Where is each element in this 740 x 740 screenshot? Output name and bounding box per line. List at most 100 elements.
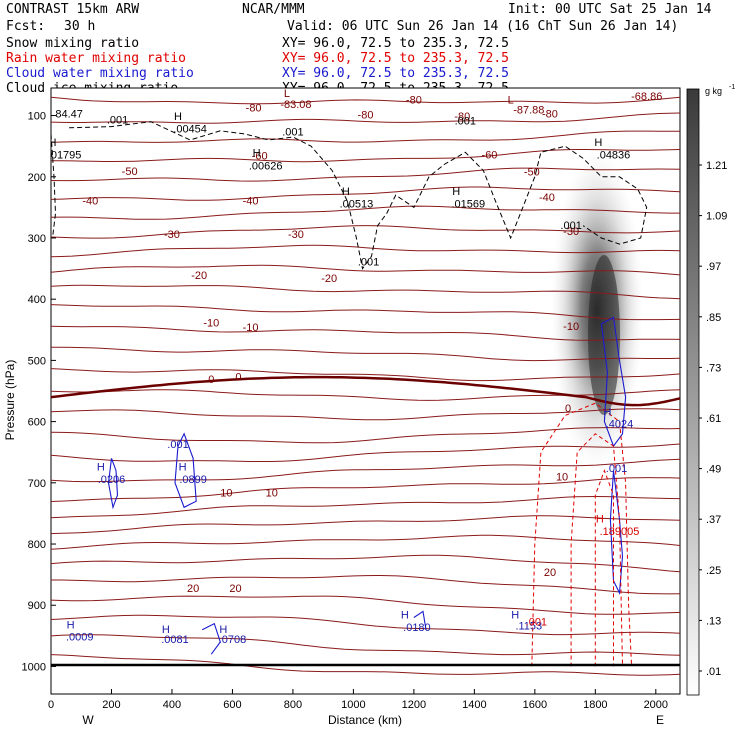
extremum-label: .001 xyxy=(455,116,476,128)
x-tick-label: 1400 xyxy=(462,699,486,711)
field-legend: Snow mixing ratio XY= 96.0, 72.5 to 235.3… xyxy=(6,36,509,96)
isotherm-label: L xyxy=(284,88,290,100)
extremum-label: .0180 xyxy=(403,622,431,634)
isotherm-label: -68.86 xyxy=(631,91,662,103)
colorbar-label: .73 xyxy=(706,362,721,374)
plot-area: L-83.08-80-80-80 L-87.88-80-68.86-80-60 -6… xyxy=(3,87,681,727)
isotherm-line xyxy=(51,304,680,321)
west-label: W xyxy=(82,713,94,727)
extremum-label: .001 xyxy=(358,257,379,269)
isotherm-line xyxy=(51,264,680,276)
isotherm-line xyxy=(51,614,680,636)
x-axis: 0 200 400 600 800 1000 1200 1400 1600 1800 2000 xyxy=(48,689,668,711)
extremum-label: H xyxy=(596,514,604,526)
extremum-label: H xyxy=(174,111,182,123)
extremum-label: .0708 xyxy=(219,634,247,646)
extremum-label: .4024 xyxy=(606,419,634,431)
extremum-label: .04836 xyxy=(597,149,631,161)
colorbar-label: .61 xyxy=(706,413,721,425)
extremum-label: .00454 xyxy=(173,124,207,136)
isotherm-label: -80 xyxy=(406,94,422,106)
isotherm-label: 10 xyxy=(266,487,278,499)
extremum-label: H xyxy=(401,610,409,622)
isotherm-line xyxy=(51,244,680,258)
extremum-label: 84.47 xyxy=(55,108,83,120)
snow-shading-core xyxy=(588,255,620,415)
colorbar-unit: g kg xyxy=(705,86,722,96)
colorbar-labels: 1.21 1.09 .97 .85 .73 .61 .49 .37 .25 .13 .01 xyxy=(699,160,727,678)
cloud-water-contours xyxy=(107,316,627,655)
cloud-ice-contour xyxy=(51,133,57,239)
y-tick-label: 900 xyxy=(28,600,46,612)
colorbar: g kg -1 1.21 1.09 .97 .85 .73 .61 .49 .37 .25 .13… xyxy=(686,84,735,696)
isotherm-line xyxy=(51,654,680,676)
isotherm-label: -10 xyxy=(563,321,579,333)
y-axis: 100 200 300 400 500 600 700 800 900 1000 xyxy=(22,111,56,673)
colorbar-label: .85 xyxy=(706,312,721,324)
y-tick-label: 700 xyxy=(28,478,46,490)
x-tick-label: 0 xyxy=(48,699,54,711)
isotherm-line xyxy=(51,458,680,483)
y-tick-label: 300 xyxy=(28,233,46,245)
colorbar-label: 1.09 xyxy=(706,211,727,223)
isotherm-zero xyxy=(51,375,680,407)
x-axis-label: Distance (km) xyxy=(328,713,402,727)
extremum-label: H xyxy=(253,148,261,160)
colorbar-label: .01 xyxy=(706,666,721,678)
colorbar-label: .13 xyxy=(706,615,721,627)
cloud-ice-contour xyxy=(69,121,648,270)
isotherm-label: -50 xyxy=(122,166,138,178)
contour-labels: L-83.08-80-80-80 L-87.88-80-68.86-80-60 -6… xyxy=(51,88,662,646)
isotherm-line xyxy=(51,495,680,519)
y-tick-label: 600 xyxy=(28,417,46,429)
isotherm-label: -30 xyxy=(288,229,304,241)
isotherm-line xyxy=(51,112,680,124)
extremum-label: H xyxy=(179,462,187,474)
isotherm-line xyxy=(51,574,680,595)
isotherm-label: -83.08 xyxy=(280,99,311,111)
isotherm-label: -40 xyxy=(243,195,259,207)
isotherm-label: -40 xyxy=(539,192,555,204)
isotherm-label: -80 xyxy=(542,108,558,120)
valid-time: Valid: 06 UTC Sun 26 Jan 14 (16 ChT Sun … xyxy=(287,19,678,34)
isotherm-label: -50 xyxy=(524,167,540,179)
isotherm-label: 0 xyxy=(565,403,571,415)
model-title: CONTRAST 15km ARW xyxy=(6,2,139,17)
y-tick-label: 400 xyxy=(28,294,46,306)
cloud-water-contour xyxy=(201,622,221,655)
x-tick-label: 800 xyxy=(284,699,302,711)
isotherm-line xyxy=(51,368,680,382)
isotherm-line xyxy=(51,595,680,615)
isotherm-line xyxy=(51,534,680,550)
x-tick-label: 200 xyxy=(102,699,120,711)
extremum-label: .001 xyxy=(606,463,627,475)
cloud-ice-contours xyxy=(51,121,648,270)
isotherm-label: -10 xyxy=(243,322,259,334)
y-tick-label: 100 xyxy=(28,111,46,123)
extremum-label: .0081 xyxy=(161,634,189,646)
rain-water-contour xyxy=(531,402,633,667)
extremum-label: H xyxy=(603,406,611,418)
y-tick-label: 200 xyxy=(28,172,46,184)
isotherm-label: -40 xyxy=(82,195,98,207)
colorbar-label: 1.21 xyxy=(706,160,727,172)
extremum-label: H xyxy=(162,624,170,636)
isotherm-line xyxy=(51,186,680,201)
x-tick-label: 2000 xyxy=(644,699,668,711)
colorbar-label: .97 xyxy=(706,261,721,273)
isotherm-label: -80 xyxy=(246,102,262,114)
extremum-label: H xyxy=(97,462,105,474)
x-tick-label: 1000 xyxy=(341,699,365,711)
isotherm-label: -20 xyxy=(191,270,207,282)
extremum-label: .0206 xyxy=(98,474,126,486)
y-axis-label: Pressure (hPa) xyxy=(3,360,17,441)
extremum-label: .001 xyxy=(526,616,547,628)
colorbar-label: .25 xyxy=(706,565,721,577)
isotherm-line xyxy=(51,443,680,462)
isotherm-line xyxy=(51,167,680,182)
rain-water-contours xyxy=(531,402,633,667)
extremum-label: H xyxy=(342,186,350,198)
cloud-water-contour xyxy=(609,470,624,596)
y-tick-label: 800 xyxy=(28,539,46,551)
isotherm-label: 0 xyxy=(208,374,214,386)
